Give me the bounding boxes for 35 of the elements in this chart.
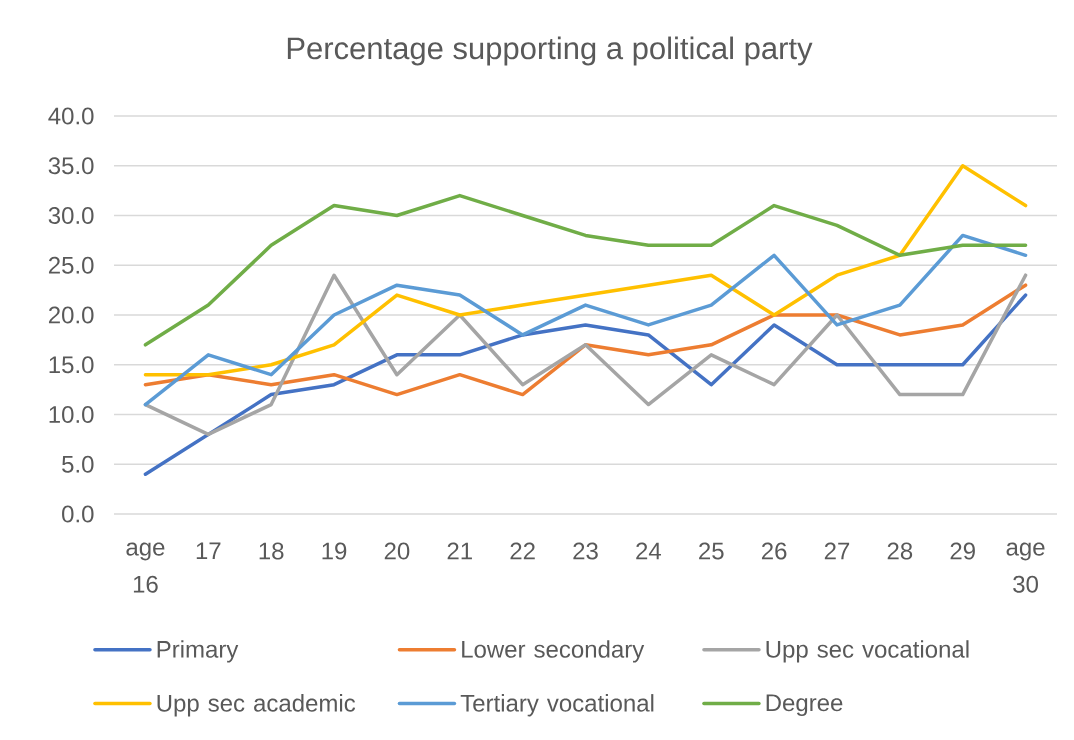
- y-tick-label: 40.0: [48, 107, 94, 125]
- legend-label: Tertiary vocational: [460, 694, 654, 717]
- x-tick-label: 27: [824, 542, 850, 560]
- x-tick-label: 23: [573, 542, 598, 560]
- x-tick-label: 25: [699, 542, 724, 560]
- x-tick-label: age 30: [1006, 542, 1045, 593]
- y-tick-label: 5.0: [62, 455, 94, 473]
- x-tick-label: 21: [447, 542, 472, 560]
- legend-label: Lower secondary: [462, 640, 645, 663]
- line-series: [143, 283, 1028, 397]
- y-tick-label: 0.0: [62, 505, 94, 523]
- x-tick-label: 26: [761, 542, 787, 560]
- x-tick-label: 19: [322, 542, 347, 560]
- x-tick-label: 28: [887, 542, 913, 560]
- x-tick-label: 18: [259, 542, 284, 560]
- legend-label: Upp sec academic: [157, 694, 356, 717]
- y-tick-label: 20.0: [48, 306, 94, 324]
- line-series: [143, 233, 1028, 407]
- x-tick-label: age 16: [126, 542, 165, 593]
- line-series: [143, 273, 1028, 437]
- y-tick-label: 30.0: [48, 207, 94, 224]
- x-tick-label: 20: [384, 542, 410, 560]
- line-series: [143, 193, 1028, 347]
- y-tick-label: 25.0: [48, 256, 94, 274]
- x-tick-label: 24: [636, 542, 662, 560]
- legend-label: Degree: [766, 694, 843, 717]
- y-tick-label: 10.0: [49, 406, 94, 423]
- x-tick-label: 29: [950, 542, 975, 560]
- legend-label: Upp sec vocational: [766, 640, 969, 663]
- chart-title: Percentage supporting a political party: [287, 36, 813, 66]
- x-tick-label: 17: [196, 542, 221, 560]
- y-tick-label: 15.0: [49, 356, 94, 374]
- legend-label: Primary: [157, 640, 239, 663]
- x-tick-label: 22: [510, 542, 535, 560]
- y-tick-label: 35.0: [48, 157, 94, 175]
